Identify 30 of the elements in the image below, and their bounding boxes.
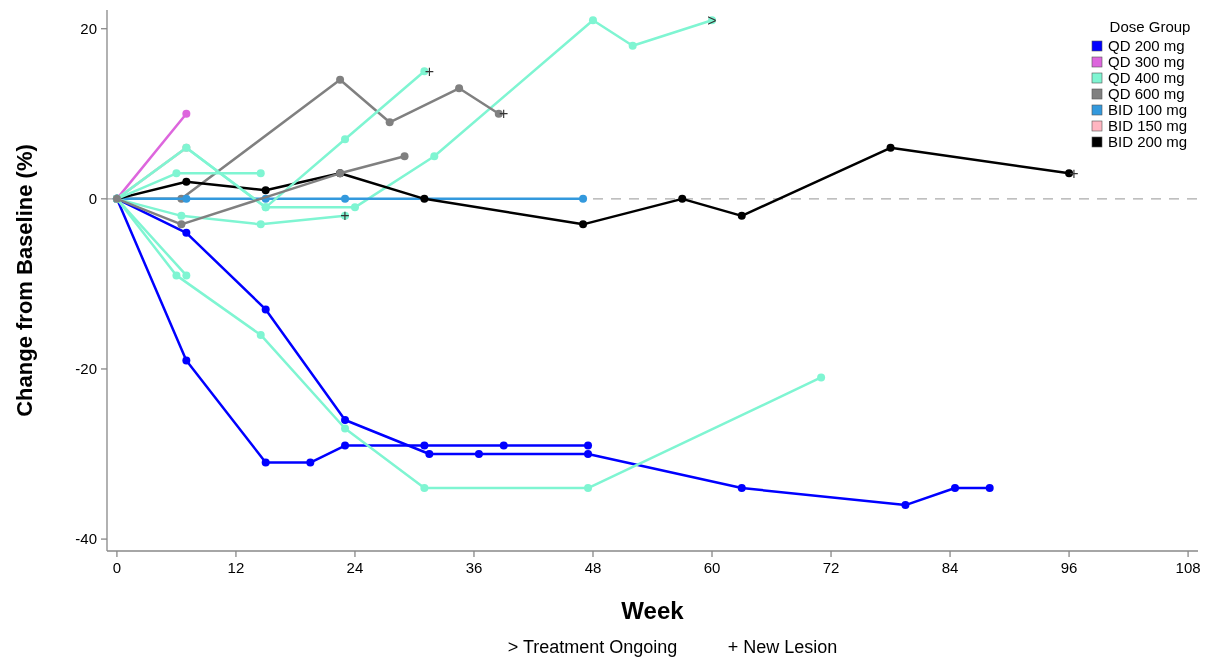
legend-label: QD 200 mg xyxy=(1108,37,1185,55)
legend-title: Dose Group xyxy=(1109,18,1191,35)
y-tick-label: -20 xyxy=(75,360,97,378)
x-tick-label: 36 xyxy=(465,559,483,576)
x-tick-label: 72 xyxy=(822,559,840,576)
text: > Treatment Ongoing xyxy=(507,637,678,657)
annotation: + xyxy=(499,105,509,123)
legend-label: QD 300 mg xyxy=(1108,53,1185,71)
x-tick-label: 108 xyxy=(1175,559,1201,576)
annotation: + xyxy=(1069,164,1079,182)
text: + New Lesion xyxy=(727,637,838,657)
y-axis-title: Change from Baseline (%) xyxy=(12,144,37,417)
annotation: + xyxy=(424,62,435,80)
x-tick-label: 48 xyxy=(584,559,602,576)
annotation: + xyxy=(340,207,350,225)
x-tick-label: 0 xyxy=(112,559,122,576)
y-tick-label: 20 xyxy=(80,19,97,37)
x-tick-label: 24 xyxy=(346,559,364,576)
legend-label: BID 200 mg xyxy=(1108,133,1188,151)
x-tick-label: 12 xyxy=(227,559,245,576)
legend-label: BID 150 mg xyxy=(1108,117,1188,135)
y-tick-label: 0 xyxy=(88,190,97,208)
y-tick-label: -40 xyxy=(75,530,97,548)
x-tick-label: 60 xyxy=(703,559,721,576)
x-tick-label: 84 xyxy=(941,559,959,576)
legend-label: QD 400 mg xyxy=(1108,69,1185,87)
legend-label: QD 600 mg xyxy=(1108,85,1185,103)
legend-label: BID 100 mg xyxy=(1108,101,1188,119)
x-axis-title: Week xyxy=(621,597,685,624)
x-tick-label: 96 xyxy=(1060,559,1078,576)
